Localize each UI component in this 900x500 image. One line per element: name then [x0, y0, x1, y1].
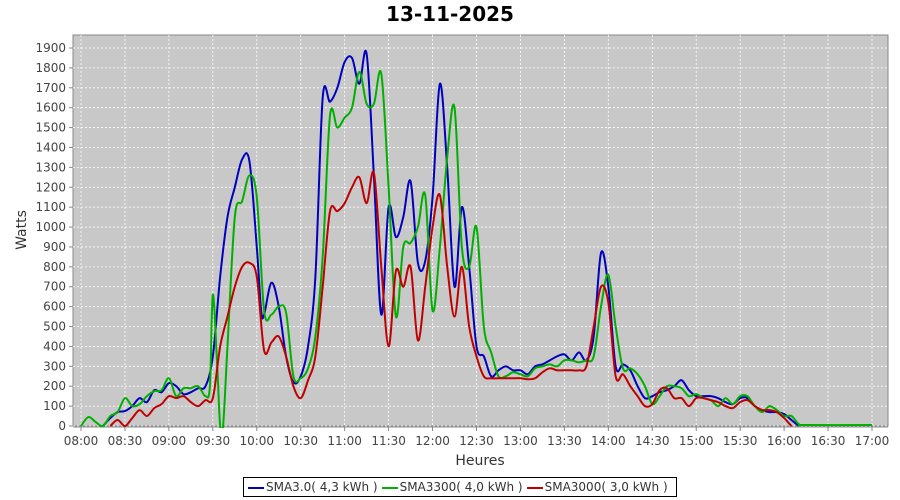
y-tick-label: 1700 — [35, 81, 66, 95]
y-tick-label: 800 — [43, 260, 66, 274]
x-tick-label: 14:00 — [591, 434, 626, 448]
series-line-0 — [102, 49, 800, 427]
y-tick-label: 700 — [43, 280, 66, 294]
x-tick-label: 08:00 — [64, 434, 99, 448]
legend-item: SMA3.0( 4,3 kWh ) — [248, 480, 378, 494]
legend-label: SMA3300( 4,0 kWh ) — [399, 480, 523, 494]
x-tick-label: 09:00 — [152, 434, 187, 448]
y-tick-label: 200 — [43, 379, 66, 393]
x-tick-label: 16:00 — [767, 434, 802, 448]
legend-label: SMA3000( 3,0 kWh ) — [544, 480, 668, 494]
legend-item: SMA3300( 4,0 kWh ) — [381, 480, 523, 494]
series-line-2 — [109, 170, 793, 427]
y-tick-label: 900 — [43, 240, 66, 254]
x-tick-label: 10:30 — [283, 434, 318, 448]
x-tick-label: 14:30 — [635, 434, 670, 448]
x-axis-label: Heures — [455, 453, 504, 469]
x-tick-label: 13:30 — [547, 434, 582, 448]
legend-item: SMA3000( 3,0 kWh ) — [526, 480, 668, 494]
legend-label: SMA3.0( 4,3 kWh ) — [266, 480, 378, 494]
y-tick-label: 1400 — [35, 140, 66, 154]
x-tick-label: 15:00 — [679, 434, 714, 448]
series-line-1 — [80, 69, 873, 428]
x-tick-label: 16:30 — [811, 434, 846, 448]
x-tick-label: 13:00 — [503, 434, 538, 448]
y-tick-label: 1500 — [35, 121, 66, 135]
x-tick-label: 15:30 — [723, 434, 758, 448]
y-tick-label: 1300 — [35, 160, 66, 174]
legend-swatch — [381, 486, 398, 489]
x-tick-label: 17:00 — [855, 434, 890, 448]
x-tick-label: 09:30 — [196, 434, 231, 448]
y-tick-label: 0 — [58, 419, 66, 433]
y-tick-label: 1100 — [35, 200, 66, 214]
chart-title: 13-11-2025 — [386, 2, 514, 26]
y-tick-label: 300 — [43, 359, 66, 373]
x-tick-label: 11:30 — [371, 434, 406, 448]
y-tick-label: 1900 — [35, 41, 66, 55]
y-tick-label: 500 — [43, 320, 66, 334]
legend-swatch — [248, 486, 264, 489]
line-chart: 0 100 200 300 400 500 600 700 800 900 1000 1100 1200… — [14, 34, 890, 469]
legend: SMA3.0( 4,3 kWh ) SMA3300( 4,0 kWh ) SMA30… — [243, 477, 677, 497]
y-tick-label: 100 — [43, 399, 66, 413]
y-tick-label: 600 — [43, 300, 66, 314]
x-tick-label: 11:00 — [327, 434, 362, 448]
y-tick-label: 1200 — [35, 180, 66, 194]
legend-swatch — [526, 486, 543, 489]
y-axis-label: Watts — [14, 210, 30, 250]
y-tick-label: 1800 — [35, 61, 66, 75]
y-tick-label: 1600 — [35, 101, 66, 115]
x-tick-label: 12:00 — [415, 434, 450, 448]
plot-area — [72, 34, 889, 427]
y-tick-label: 400 — [43, 339, 66, 353]
y-tick-label: 1000 — [35, 220, 66, 234]
x-tick-label: 12:30 — [459, 434, 494, 448]
x-tick-label: 08:30 — [108, 434, 143, 448]
x-tick-label: 10:00 — [239, 434, 274, 448]
